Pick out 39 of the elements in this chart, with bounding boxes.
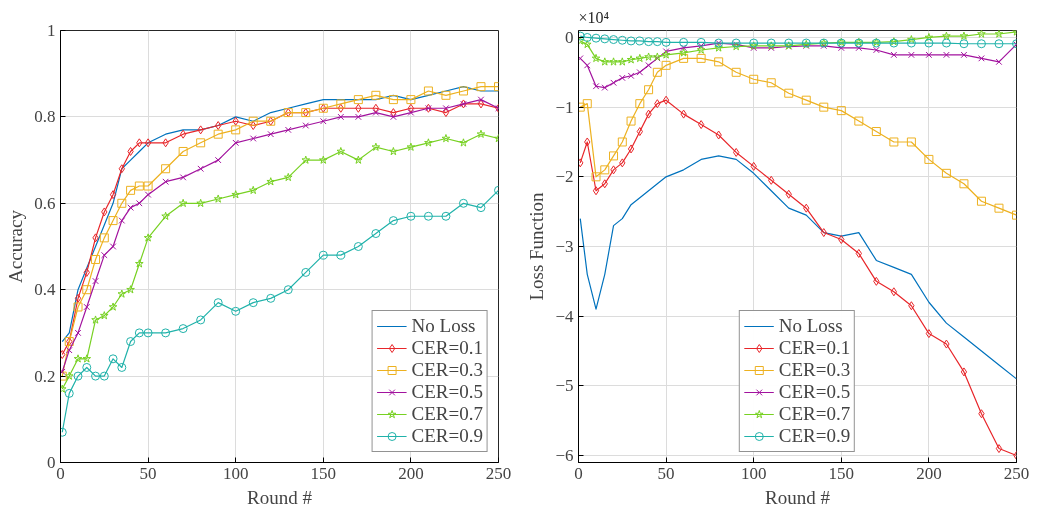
y-tick-label: −2	[555, 167, 574, 187]
x-tick-label: 100	[222, 463, 249, 483]
y-tick-label: −3	[555, 237, 574, 256]
y-tick-label: 1	[47, 21, 56, 40]
y-tick-label: 0.6	[34, 193, 56, 213]
legend-label: CER=0.1	[778, 337, 851, 359]
legend-label: No Loss	[411, 315, 476, 337]
x-tick-label: 250	[1003, 463, 1030, 483]
legend-label: CER=0.7	[778, 403, 851, 425]
legend-label: No Loss	[778, 315, 843, 337]
x-axis-title: Round #	[247, 486, 313, 508]
x-axis-title: Round #	[765, 486, 831, 508]
y-axis-title: Accuracy	[5, 209, 27, 283]
y-axis-title: Loss Function	[526, 191, 548, 301]
x-tick-label: 200	[398, 463, 424, 483]
x-tick-label: 150	[310, 463, 337, 483]
x-tick-label: 50	[139, 463, 157, 483]
legend-label: CER=0.1	[411, 337, 483, 359]
legend-label: CER=0.9	[411, 425, 483, 447]
legend-label: CER=0.3	[411, 359, 483, 381]
legend-label: CER=0.3	[778, 359, 851, 381]
x-tick-label: 150	[828, 463, 855, 483]
x-tick-label: 50	[657, 463, 675, 483]
y-tick-label: −1	[555, 97, 574, 117]
x-tick-label: 100	[740, 463, 767, 483]
y-tick-label: 0.8	[34, 107, 56, 127]
x-tick-label: 200	[916, 463, 942, 483]
legend-label: CER=0.5	[411, 381, 483, 403]
y-tick-label: −5	[555, 376, 574, 396]
legend-label: CER=0.5	[778, 381, 851, 403]
text: ×10⁴	[578, 8, 610, 26]
legend-label: CER=0.7	[411, 403, 483, 425]
y-tick-label: 0.2	[34, 366, 56, 386]
y-tick-label: −4	[555, 306, 574, 326]
legend-label: CER=0.9	[778, 425, 851, 447]
y-tick-label: 0.4	[34, 280, 56, 300]
y-tick-label: 0	[565, 27, 574, 47]
y-tick-label: −6	[555, 446, 574, 466]
x-tick-label: 250	[485, 463, 512, 483]
